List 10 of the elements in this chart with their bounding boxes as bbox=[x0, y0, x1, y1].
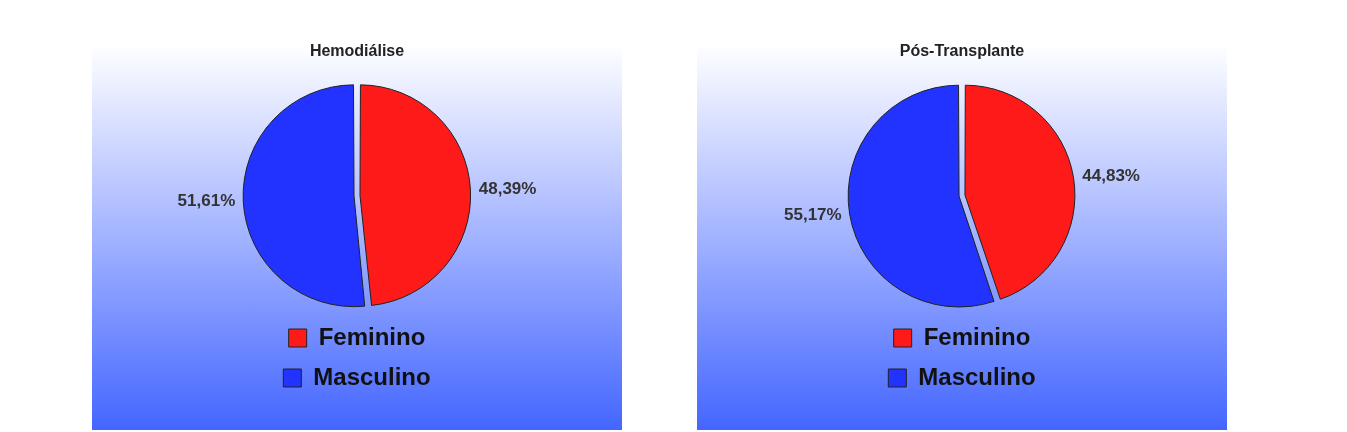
legend-label: Feminino bbox=[318, 322, 426, 350]
data-label: 55,17% bbox=[784, 205, 842, 224]
legend-label: Masculino bbox=[918, 362, 1036, 390]
legend-label: Feminino bbox=[923, 322, 1031, 350]
legend-label: Masculino bbox=[313, 362, 431, 390]
data-label: 44,83% bbox=[1082, 165, 1140, 185]
data-label: 51,61% bbox=[177, 191, 236, 211]
chart-title: Pós-Transplante bbox=[899, 42, 1025, 60]
data-label: 48,39% bbox=[478, 179, 537, 199]
chart-title: Hemodiálise bbox=[309, 42, 405, 60]
